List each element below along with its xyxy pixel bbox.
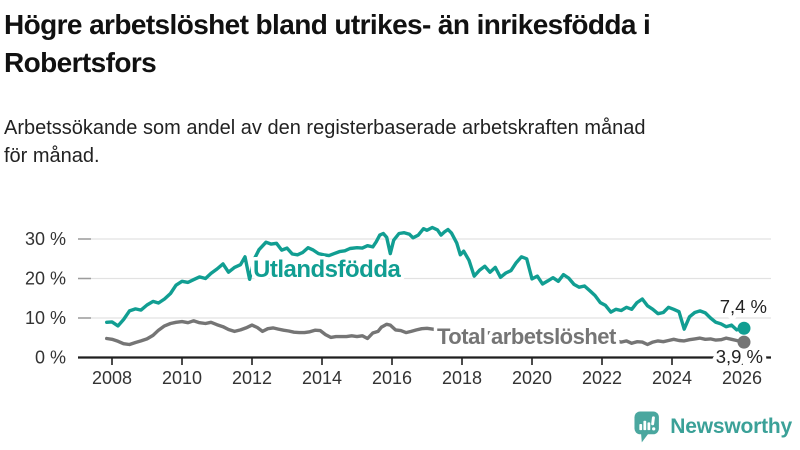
brand-name: Newsworthy (670, 414, 792, 438)
x-axis-label-2018: 2018 (442, 368, 482, 388)
y-axis-label-0: 0 % (35, 348, 66, 368)
series-label-total-arbetsl-shet: Total arbetslöshet (437, 324, 617, 349)
end-dot-total-arbetsl-shet (737, 335, 751, 349)
title-line-2: Robertsfors (4, 47, 157, 78)
chart-description: Arbetssökande som andel av den registerb… (4, 114, 646, 170)
series-line-total-arbetsl-shet (104, 319, 744, 347)
newsworthy-logo: Newsworthy (632, 409, 792, 444)
y-axis-label-10: 10 % (25, 308, 66, 328)
bar-chart-speech-bubble-icon (634, 411, 660, 443)
x-axis-label-2026: 2026 (722, 368, 762, 388)
end-label-utlandsf-dda: 7,4 % (720, 296, 767, 317)
y-axis-label-30: 30 % (25, 229, 66, 249)
subtitle-line-1: Arbetssökande som andel av den registerb… (4, 117, 646, 139)
end-dot-utlandsf-dda (737, 321, 751, 335)
x-axis-label-2014: 2014 (302, 368, 342, 388)
x-axis-label-2020: 2020 (512, 368, 552, 388)
x-axis-label-2016: 2016 (372, 368, 412, 388)
y-axis-label-20: 20 % (25, 269, 66, 289)
x-axis-label-2022: 2022 (582, 368, 622, 388)
end-label-total-arbetsl-shet: 3,9 % (716, 346, 763, 367)
title-line-1: Högre arbetslöshet bland utrikes- än inr… (4, 9, 651, 40)
subtitle-line-2: för månad. (4, 145, 100, 167)
x-axis-label-2024: 2024 (652, 368, 692, 388)
x-axis-label-2010: 2010 (162, 368, 202, 388)
page-title: Högre arbetslöshet bland utrikes- än inr… (4, 6, 651, 82)
x-axis-label-2012: 2012 (232, 368, 272, 388)
series-label-utlandsf-dda: Utlandsfödda (253, 256, 401, 283)
x-axis-label-2008: 2008 (92, 368, 132, 388)
series-line-utlandsf-dda (104, 225, 744, 332)
